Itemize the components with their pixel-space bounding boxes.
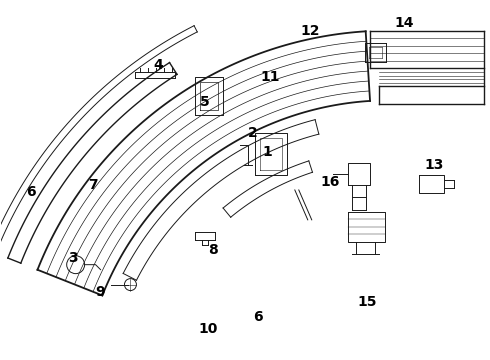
- Text: 16: 16: [320, 175, 340, 189]
- Text: 13: 13: [424, 158, 444, 172]
- Text: 4: 4: [153, 58, 163, 72]
- Text: 11: 11: [260, 71, 280, 84]
- Text: 12: 12: [300, 23, 319, 37]
- Text: 14: 14: [394, 15, 414, 30]
- Text: 15: 15: [358, 294, 377, 309]
- Text: 10: 10: [198, 323, 218, 337]
- Text: 9: 9: [96, 284, 105, 298]
- Text: 8: 8: [208, 243, 218, 257]
- Text: 2: 2: [248, 126, 258, 140]
- Text: 1: 1: [262, 145, 272, 159]
- Text: 3: 3: [68, 251, 77, 265]
- Text: 5: 5: [200, 95, 210, 109]
- Text: 6: 6: [253, 310, 263, 324]
- Text: 6: 6: [26, 185, 36, 199]
- Text: 7: 7: [88, 178, 98, 192]
